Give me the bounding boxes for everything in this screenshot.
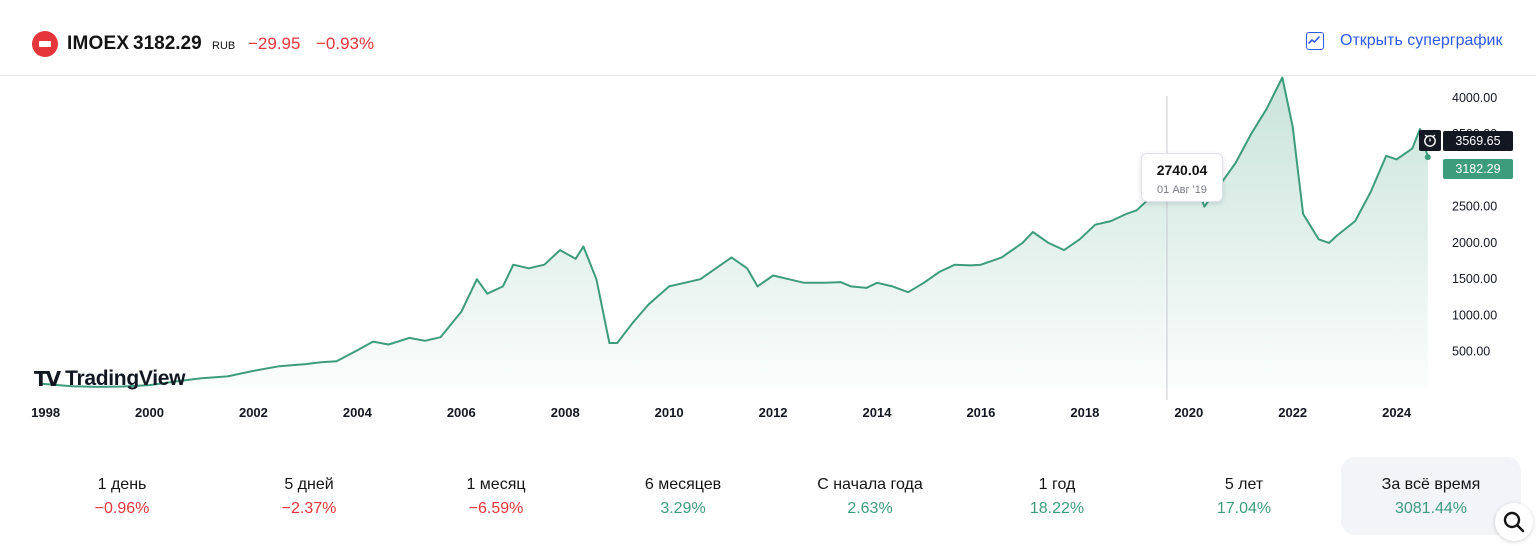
chart-icon bbox=[1306, 32, 1324, 50]
period-change: −2.37% bbox=[229, 500, 389, 518]
x-tick-label: 2022 bbox=[1278, 405, 1307, 420]
data-point bbox=[1425, 154, 1431, 160]
tooltip-date: 01 Авг '19 bbox=[1142, 184, 1222, 196]
crosshair-tooltip: 2740.04 01 Авг '19 bbox=[1141, 153, 1223, 202]
y-tick-label: 1500.00 bbox=[1452, 272, 1497, 286]
x-tick-label: 2016 bbox=[966, 405, 995, 420]
area-fill bbox=[40, 78, 1427, 389]
x-tick-label: 2012 bbox=[759, 405, 788, 420]
period-label: 1 год bbox=[977, 476, 1137, 494]
period-change: 3.29% bbox=[603, 500, 763, 518]
currency-label: RUB bbox=[212, 40, 235, 52]
y-tick-label: 1000.00 bbox=[1452, 308, 1497, 322]
period-tab[interactable]: За всё время 3081.44% bbox=[1341, 457, 1521, 535]
period-change: 17.04% bbox=[1164, 500, 1324, 518]
price-chart[interactable]: 4000.003500.003000.002500.002000.001500.… bbox=[0, 76, 1536, 436]
period-change: 3081.44% bbox=[1341, 500, 1521, 518]
x-tick-label: 2010 bbox=[655, 405, 684, 420]
period-label: 1 день bbox=[42, 476, 202, 494]
tradingview-mark-icon: TV bbox=[34, 367, 59, 391]
y-tick-label: 2000.00 bbox=[1452, 236, 1497, 250]
price-change: −29.95 bbox=[248, 34, 300, 54]
x-tick-label: 2014 bbox=[863, 405, 893, 420]
tradingview-logo: TV TradingView bbox=[34, 367, 185, 391]
period-tab[interactable]: С начала года 2.63% bbox=[790, 457, 950, 535]
tradingview-wordmark: TradingView bbox=[65, 367, 185, 391]
period-change: −6.59% bbox=[416, 500, 576, 518]
quote-header: IMOEX 3182.29 RUB −29.95 −0.93% Открыть … bbox=[0, 0, 1536, 76]
period-tab[interactable]: 1 год 18.22% bbox=[977, 457, 1137, 535]
period-label: За всё время bbox=[1341, 476, 1521, 494]
moex-logo-icon bbox=[32, 31, 58, 57]
search-icon bbox=[1495, 503, 1533, 541]
period-label: 1 месяц bbox=[416, 476, 576, 494]
search-button[interactable] bbox=[1495, 503, 1533, 541]
x-tick-label: 1998 bbox=[31, 405, 60, 420]
period-tab[interactable]: 5 лет 17.04% bbox=[1164, 457, 1324, 535]
period-label: 5 лет bbox=[1164, 476, 1324, 494]
open-supergraph-label: Открыть суперграфик bbox=[1340, 32, 1502, 50]
period-change: 2.63% bbox=[790, 500, 950, 518]
period-performance-bar: 1 день −0.96% 5 дней −2.37% 1 месяц −6.59% 6 м… bbox=[24, 457, 1520, 535]
period-tab[interactable]: 1 месяц −6.59% bbox=[416, 457, 576, 535]
x-tick-label: 2006 bbox=[447, 405, 476, 420]
x-tick-label: 2002 bbox=[239, 405, 268, 420]
marker-price-tag: 3569.65 bbox=[1443, 131, 1513, 151]
period-label: 6 месяцев bbox=[603, 476, 763, 494]
x-tick-label: 2000 bbox=[135, 405, 164, 420]
x-tick-label: 2024 bbox=[1382, 405, 1412, 420]
y-tick-label: 2500.00 bbox=[1452, 200, 1497, 214]
x-tick-label: 2020 bbox=[1174, 405, 1203, 420]
period-tab[interactable]: 1 день −0.96% bbox=[42, 457, 202, 535]
x-tick-label: 2008 bbox=[551, 405, 580, 420]
ticker-symbol: IMOEX bbox=[67, 33, 129, 55]
y-tick-label: 4000.00 bbox=[1452, 91, 1497, 105]
period-tab[interactable]: 5 дней −2.37% bbox=[229, 457, 389, 535]
alarm-clock-icon[interactable] bbox=[1419, 130, 1441, 151]
y-tick-label: 500.00 bbox=[1452, 345, 1490, 359]
open-supergraph-link[interactable]: Открыть суперграфик bbox=[1306, 32, 1502, 50]
period-change: −0.96% bbox=[42, 500, 202, 518]
price-change-percent: −0.93% bbox=[316, 34, 374, 54]
last-price-tag: 3182.29 bbox=[1443, 159, 1513, 179]
x-tick-label: 2018 bbox=[1070, 405, 1099, 420]
period-change: 18.22% bbox=[977, 500, 1137, 518]
period-tab[interactable]: 6 месяцев 3.29% bbox=[603, 457, 763, 535]
last-price: 3182.29 bbox=[133, 33, 202, 55]
tooltip-value: 2740.04 bbox=[1142, 162, 1222, 178]
period-label: 5 дней bbox=[229, 476, 389, 494]
x-tick-label: 2004 bbox=[343, 405, 373, 420]
period-label: С начала года bbox=[790, 476, 950, 494]
